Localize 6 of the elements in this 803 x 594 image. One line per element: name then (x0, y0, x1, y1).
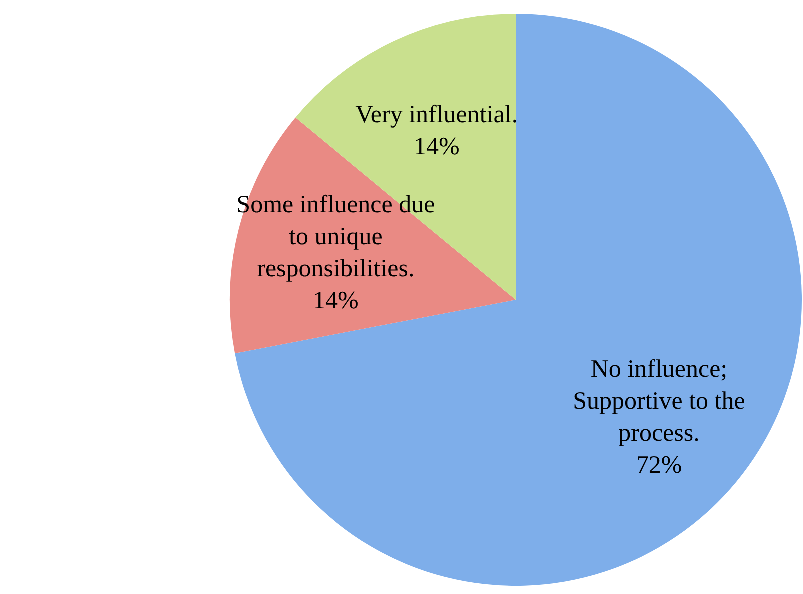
slice-label: No influence; Supportive to the process. (573, 356, 746, 448)
slice-label: Very influential. (356, 101, 518, 128)
data-label: 14% (414, 133, 460, 160)
data-label: 14% (313, 287, 359, 314)
data-label: 72% (636, 452, 682, 480)
slice-label: Some influence due to unique responsibilities. (236, 191, 436, 282)
